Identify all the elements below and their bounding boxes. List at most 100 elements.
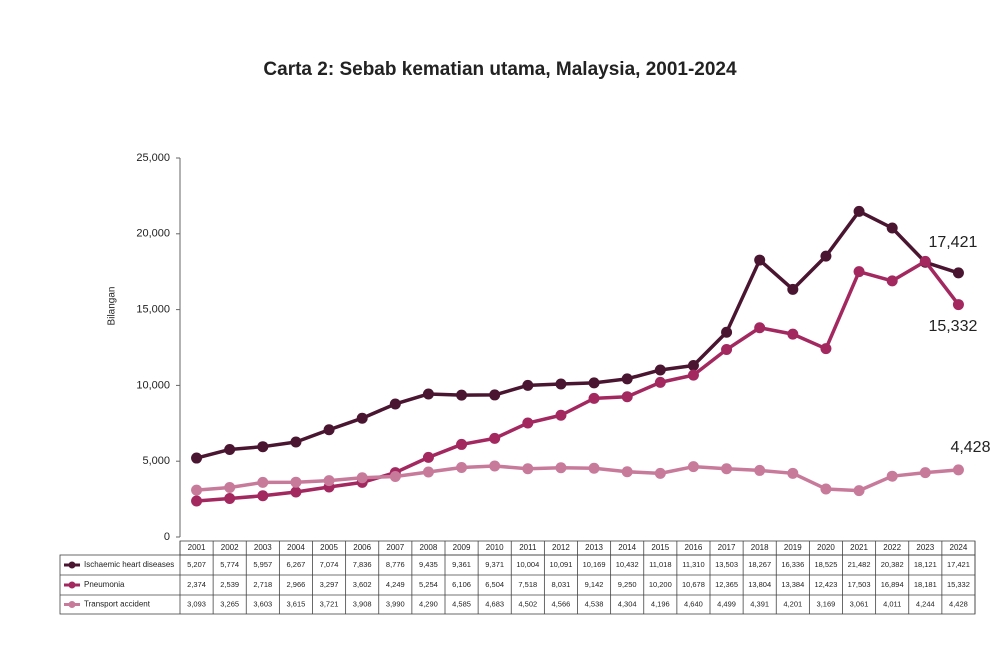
y-axis-label: Bilangan xyxy=(107,287,118,326)
x-tick-label: 2004 xyxy=(287,543,305,552)
x-tick-label: 2014 xyxy=(618,543,636,552)
table-value: 4,011 xyxy=(883,599,901,608)
x-tick-label: 2019 xyxy=(784,543,802,552)
point xyxy=(290,436,302,448)
point xyxy=(919,467,931,479)
table-value: 4,290 xyxy=(419,599,438,608)
table-value: 10,004 xyxy=(516,560,539,569)
point xyxy=(919,255,931,267)
end-label: 15,332 xyxy=(928,318,977,335)
point xyxy=(224,443,236,455)
point xyxy=(356,472,368,484)
point xyxy=(489,460,501,472)
table-value: 5,957 xyxy=(253,560,272,569)
table-value: 8,031 xyxy=(552,580,571,589)
point xyxy=(489,432,501,444)
point xyxy=(422,388,434,400)
point xyxy=(621,391,633,403)
point xyxy=(257,490,269,502)
point xyxy=(820,343,832,355)
point xyxy=(555,378,567,390)
legend-marker xyxy=(68,601,76,608)
table-value: 8,776 xyxy=(386,560,405,569)
point xyxy=(754,464,766,476)
table-value: 21,482 xyxy=(848,560,871,569)
legend-marker xyxy=(68,581,76,589)
table-value: 11,018 xyxy=(649,560,671,569)
table-value: 4,538 xyxy=(585,599,604,608)
legend-label: Transport accident xyxy=(84,600,151,609)
legend-label: Ischaemic heart diseases xyxy=(84,560,174,569)
table-value: 4,566 xyxy=(552,599,571,608)
x-tick-label: 2010 xyxy=(486,543,504,552)
point xyxy=(422,466,434,478)
table-value: 9,250 xyxy=(618,580,637,589)
point xyxy=(522,417,534,429)
point xyxy=(356,412,368,424)
table-value: 4,683 xyxy=(485,599,504,608)
point xyxy=(422,451,434,463)
point xyxy=(489,389,501,401)
point xyxy=(820,250,832,262)
table-value: 3,093 xyxy=(187,599,206,608)
table-value: 18,121 xyxy=(914,560,937,569)
x-tick-label: 2008 xyxy=(420,543,438,552)
point xyxy=(191,452,203,464)
x-tick-label: 2015 xyxy=(651,543,669,552)
x-tick-label: 2018 xyxy=(751,543,769,552)
table-value: 10,200 xyxy=(649,580,672,589)
point xyxy=(787,467,799,479)
table-value: 5,774 xyxy=(220,560,239,569)
x-tick-label: 2022 xyxy=(883,543,901,552)
table-value: 6,106 xyxy=(452,580,471,589)
series-line xyxy=(196,259,960,503)
table-value: 18,267 xyxy=(748,560,771,569)
table-value: 9,371 xyxy=(485,560,504,569)
point xyxy=(952,464,964,476)
point xyxy=(456,461,468,473)
point xyxy=(555,409,567,421)
legend-marker xyxy=(68,561,76,569)
table-value: 17,503 xyxy=(848,580,871,589)
x-tick-label: 2016 xyxy=(685,543,703,552)
table-value: 9,361 xyxy=(452,560,471,569)
x-tick-label: 2005 xyxy=(320,543,338,552)
table-value: 4,304 xyxy=(618,599,637,608)
x-tick-label: 2021 xyxy=(850,543,868,552)
point xyxy=(754,254,766,266)
table-value: 3,602 xyxy=(353,580,372,589)
point xyxy=(290,486,302,498)
table-value: 3,265 xyxy=(220,599,239,608)
point xyxy=(588,392,600,404)
table-value: 7,518 xyxy=(518,580,537,589)
series-line xyxy=(196,464,959,493)
point xyxy=(323,424,335,436)
table-value: 3,721 xyxy=(320,599,339,608)
point xyxy=(952,267,964,279)
x-tick-label: 2024 xyxy=(950,543,968,552)
y-tick-label: 20,000 xyxy=(136,228,170,240)
point xyxy=(886,470,898,482)
point xyxy=(886,275,898,287)
point xyxy=(787,283,799,295)
end-label: 17,421 xyxy=(928,234,977,251)
point xyxy=(257,476,269,488)
point xyxy=(721,326,733,338)
x-tick-label: 2017 xyxy=(718,543,736,552)
table-value: 13,804 xyxy=(748,580,771,589)
point xyxy=(687,461,699,473)
table-value: 17,421 xyxy=(947,560,970,569)
point xyxy=(654,467,666,479)
point xyxy=(389,471,401,483)
x-tick-label: 2020 xyxy=(817,543,835,552)
point xyxy=(621,373,633,385)
table-value: 6,267 xyxy=(287,560,306,569)
table-value: 2,966 xyxy=(287,580,306,589)
point xyxy=(621,466,633,478)
table-value: 18,525 xyxy=(814,560,837,569)
table-value: 5,254 xyxy=(419,580,438,589)
table-value: 3,061 xyxy=(850,599,869,608)
point xyxy=(257,441,269,453)
x-tick-label: 2007 xyxy=(386,543,404,552)
point xyxy=(191,495,203,507)
